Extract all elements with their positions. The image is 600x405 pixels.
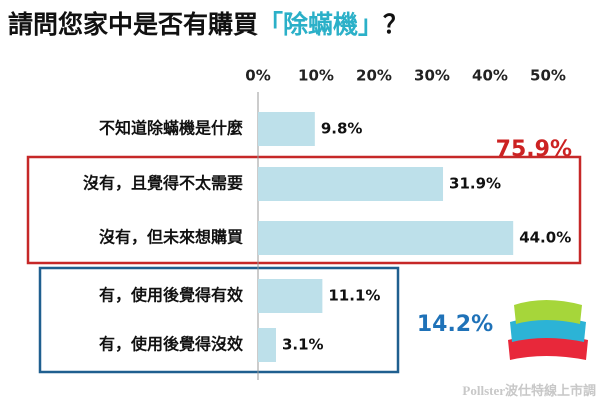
source: Pollster波仕特線上市調 bbox=[462, 383, 596, 398]
category-label: 不知道除蟎機是什麼 bbox=[99, 119, 243, 138]
title-part: 「除蟎機」 bbox=[258, 10, 383, 39]
x-tick-label: 0% bbox=[245, 67, 270, 85]
value-label: 3.1% bbox=[282, 336, 324, 354]
group-box bbox=[38, 266, 400, 374]
annotation: 14.2% bbox=[417, 312, 493, 337]
bar bbox=[258, 167, 444, 201]
title-part: 請問您家中是否有購買 bbox=[8, 10, 258, 39]
group-box bbox=[26, 155, 582, 265]
category-label: 有，使用後覺得有效 bbox=[99, 286, 243, 305]
chart-title: 請問您家中是否有購買「除蟎機」？ bbox=[8, 10, 408, 39]
x-tick-label: 30% bbox=[414, 67, 450, 85]
title-part: ？ bbox=[383, 10, 408, 39]
value-label: 9.8% bbox=[321, 120, 363, 138]
bar bbox=[258, 112, 315, 146]
x-tick-label: 40% bbox=[472, 67, 508, 85]
pillows-icon bbox=[508, 300, 588, 360]
annotation: 75.9% bbox=[496, 137, 572, 162]
bar bbox=[258, 221, 514, 255]
category-label: 沒有，且覺得不太需要 bbox=[83, 174, 243, 193]
value-label: 11.1% bbox=[328, 287, 380, 305]
category-label: 沒有，但未來想購買 bbox=[99, 228, 243, 247]
x-tick-label: 50% bbox=[530, 67, 566, 85]
bar bbox=[258, 279, 323, 313]
value-label: 31.9% bbox=[449, 175, 501, 193]
x-tick-label: 10% bbox=[298, 67, 334, 85]
category-label: 有，使用後覺得沒效 bbox=[99, 335, 243, 354]
value-label: 44.0% bbox=[519, 229, 571, 247]
bar bbox=[258, 328, 276, 362]
x-tick-label: 20% bbox=[356, 67, 392, 85]
